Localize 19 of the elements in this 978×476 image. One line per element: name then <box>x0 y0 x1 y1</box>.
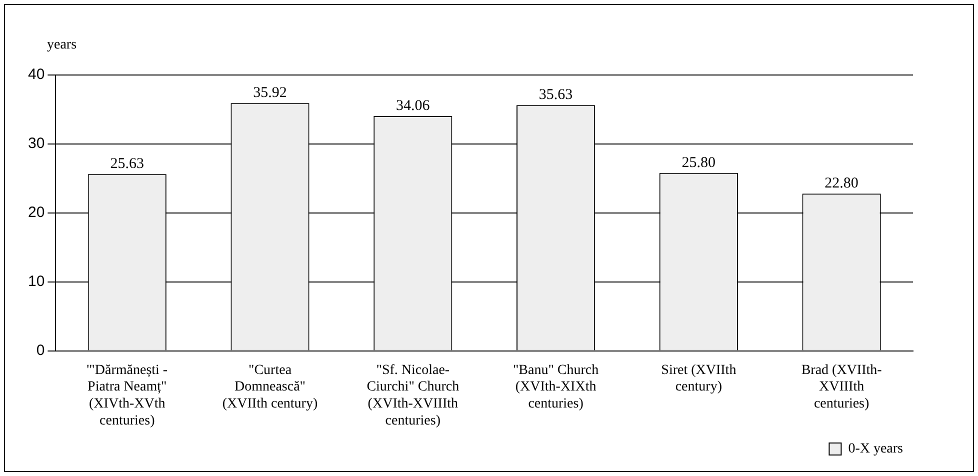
x-tick-label: Brad (XVIIth- XVIIIth centuries) <box>801 362 882 412</box>
y-tick-label: 0 <box>36 342 45 359</box>
y-tick-label: 40 <box>28 66 45 84</box>
x-tick-label: "Curtea Domnească" (XVIIth century) <box>222 362 318 412</box>
data-label: 35.63 <box>538 87 573 104</box>
data-label: 34.06 <box>396 98 430 114</box>
x-tick-label: Siret (XVIIth century) <box>661 362 736 395</box>
data-label: 35.92 <box>253 85 287 102</box>
data-label: 25.80 <box>682 154 716 171</box>
y-tick-label: 20 <box>28 204 45 222</box>
data-label: 25.63 <box>110 156 144 172</box>
y-axis-title: years <box>47 38 77 53</box>
y-tick-label: 10 <box>28 272 45 290</box>
x-tick-label: "Banu" Church (XVIth-XIXth centuries) <box>512 362 599 412</box>
x-tick-label: "Sf. Nicolae- Ciurchi" Church (XVIth-XVIIIth centuries) <box>366 362 460 428</box>
y-tick-label: 30 <box>28 135 45 152</box>
x-tick-label: '"Dărmănești - Piatra Neamț" (XIVth-XVth centuries) <box>86 362 168 428</box>
legend-label: 0-X years <box>848 442 903 457</box>
data-label: 22.80 <box>824 176 858 192</box>
